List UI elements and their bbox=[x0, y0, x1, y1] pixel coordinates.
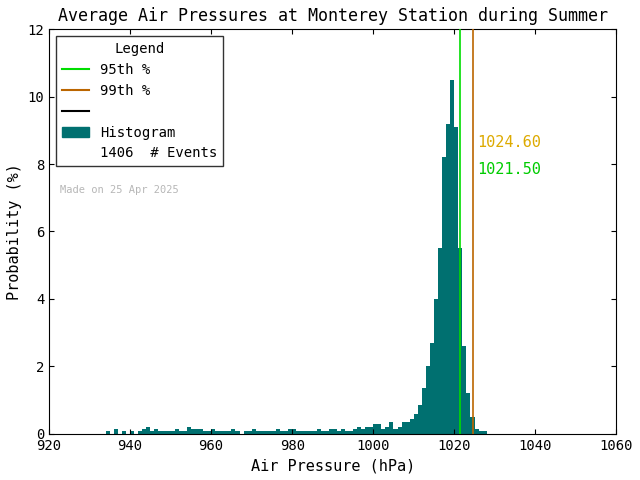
Bar bbox=[345, 432, 349, 433]
Bar bbox=[142, 429, 147, 433]
Bar bbox=[163, 432, 166, 433]
Bar bbox=[397, 427, 401, 433]
Bar bbox=[308, 432, 312, 433]
Bar bbox=[479, 432, 483, 433]
Bar bbox=[462, 346, 467, 433]
Bar bbox=[227, 432, 232, 433]
Bar bbox=[272, 432, 276, 433]
Bar bbox=[292, 429, 296, 433]
Bar bbox=[413, 414, 418, 433]
Bar bbox=[211, 429, 215, 433]
Bar bbox=[385, 427, 389, 433]
Bar bbox=[305, 432, 308, 433]
Bar bbox=[394, 429, 397, 433]
Bar bbox=[317, 429, 321, 433]
Legend: 95th %, 99th %, , Histogram, 1406  # Events: 95th %, 99th %, , Histogram, 1406 # Even… bbox=[56, 36, 223, 166]
Bar bbox=[467, 393, 470, 433]
Bar bbox=[220, 432, 223, 433]
Bar bbox=[426, 366, 430, 433]
Bar bbox=[138, 432, 142, 433]
Bar bbox=[232, 429, 236, 433]
Bar bbox=[418, 405, 422, 433]
Bar bbox=[470, 417, 474, 433]
Bar bbox=[329, 429, 333, 433]
Bar bbox=[406, 422, 410, 433]
Bar bbox=[312, 432, 317, 433]
Bar bbox=[474, 429, 479, 433]
Bar bbox=[361, 429, 365, 433]
Bar bbox=[114, 429, 118, 433]
Bar bbox=[401, 422, 406, 433]
Bar bbox=[422, 388, 426, 433]
Bar bbox=[175, 429, 179, 433]
Bar bbox=[147, 427, 150, 433]
Bar bbox=[154, 429, 159, 433]
Bar bbox=[171, 432, 175, 433]
Bar bbox=[183, 432, 187, 433]
Text: 1021.50: 1021.50 bbox=[477, 162, 541, 177]
Bar bbox=[276, 429, 280, 433]
Bar bbox=[106, 432, 110, 433]
Bar bbox=[248, 432, 252, 433]
Bar bbox=[365, 427, 369, 433]
Bar bbox=[434, 299, 438, 433]
Bar bbox=[373, 424, 377, 433]
Bar bbox=[337, 432, 341, 433]
Bar bbox=[166, 432, 171, 433]
Bar bbox=[264, 432, 268, 433]
Bar bbox=[381, 429, 385, 433]
Bar bbox=[187, 427, 191, 433]
Bar bbox=[483, 432, 486, 433]
Bar bbox=[256, 432, 260, 433]
Bar bbox=[244, 432, 248, 433]
Bar bbox=[357, 427, 361, 433]
Bar bbox=[389, 422, 394, 433]
Bar bbox=[268, 432, 272, 433]
Bar bbox=[300, 432, 305, 433]
Bar bbox=[199, 429, 203, 433]
Bar bbox=[179, 432, 183, 433]
Bar bbox=[236, 432, 239, 433]
Bar bbox=[122, 432, 126, 433]
Bar bbox=[324, 432, 329, 433]
Text: 1024.60: 1024.60 bbox=[477, 135, 541, 150]
Y-axis label: Probability (%): Probability (%) bbox=[7, 163, 22, 300]
Text: Made on 25 Apr 2025: Made on 25 Apr 2025 bbox=[60, 185, 179, 195]
Bar bbox=[223, 432, 227, 433]
Bar bbox=[450, 80, 454, 433]
Bar bbox=[333, 429, 337, 433]
Bar bbox=[288, 429, 292, 433]
Bar bbox=[353, 429, 357, 433]
Bar bbox=[458, 248, 462, 433]
Bar bbox=[349, 432, 353, 433]
Bar bbox=[321, 432, 324, 433]
Title: Average Air Pressures at Monterey Station during Summer: Average Air Pressures at Monterey Statio… bbox=[58, 7, 608, 25]
Bar bbox=[215, 432, 220, 433]
Bar bbox=[410, 420, 413, 433]
Bar bbox=[130, 432, 134, 433]
Bar bbox=[454, 127, 458, 433]
Bar bbox=[195, 429, 199, 433]
Bar bbox=[438, 248, 442, 433]
Bar bbox=[377, 424, 381, 433]
Bar bbox=[284, 432, 288, 433]
Bar bbox=[260, 432, 264, 433]
X-axis label: Air Pressure (hPa): Air Pressure (hPa) bbox=[251, 458, 415, 473]
Bar bbox=[252, 429, 256, 433]
Bar bbox=[207, 432, 211, 433]
Bar bbox=[203, 432, 207, 433]
Bar bbox=[446, 124, 450, 433]
Bar bbox=[430, 343, 434, 433]
Bar bbox=[280, 432, 284, 433]
Bar bbox=[296, 432, 300, 433]
Bar bbox=[159, 432, 163, 433]
Bar bbox=[341, 429, 345, 433]
Bar bbox=[150, 432, 154, 433]
Bar bbox=[191, 429, 195, 433]
Bar bbox=[442, 157, 446, 433]
Bar bbox=[369, 427, 373, 433]
